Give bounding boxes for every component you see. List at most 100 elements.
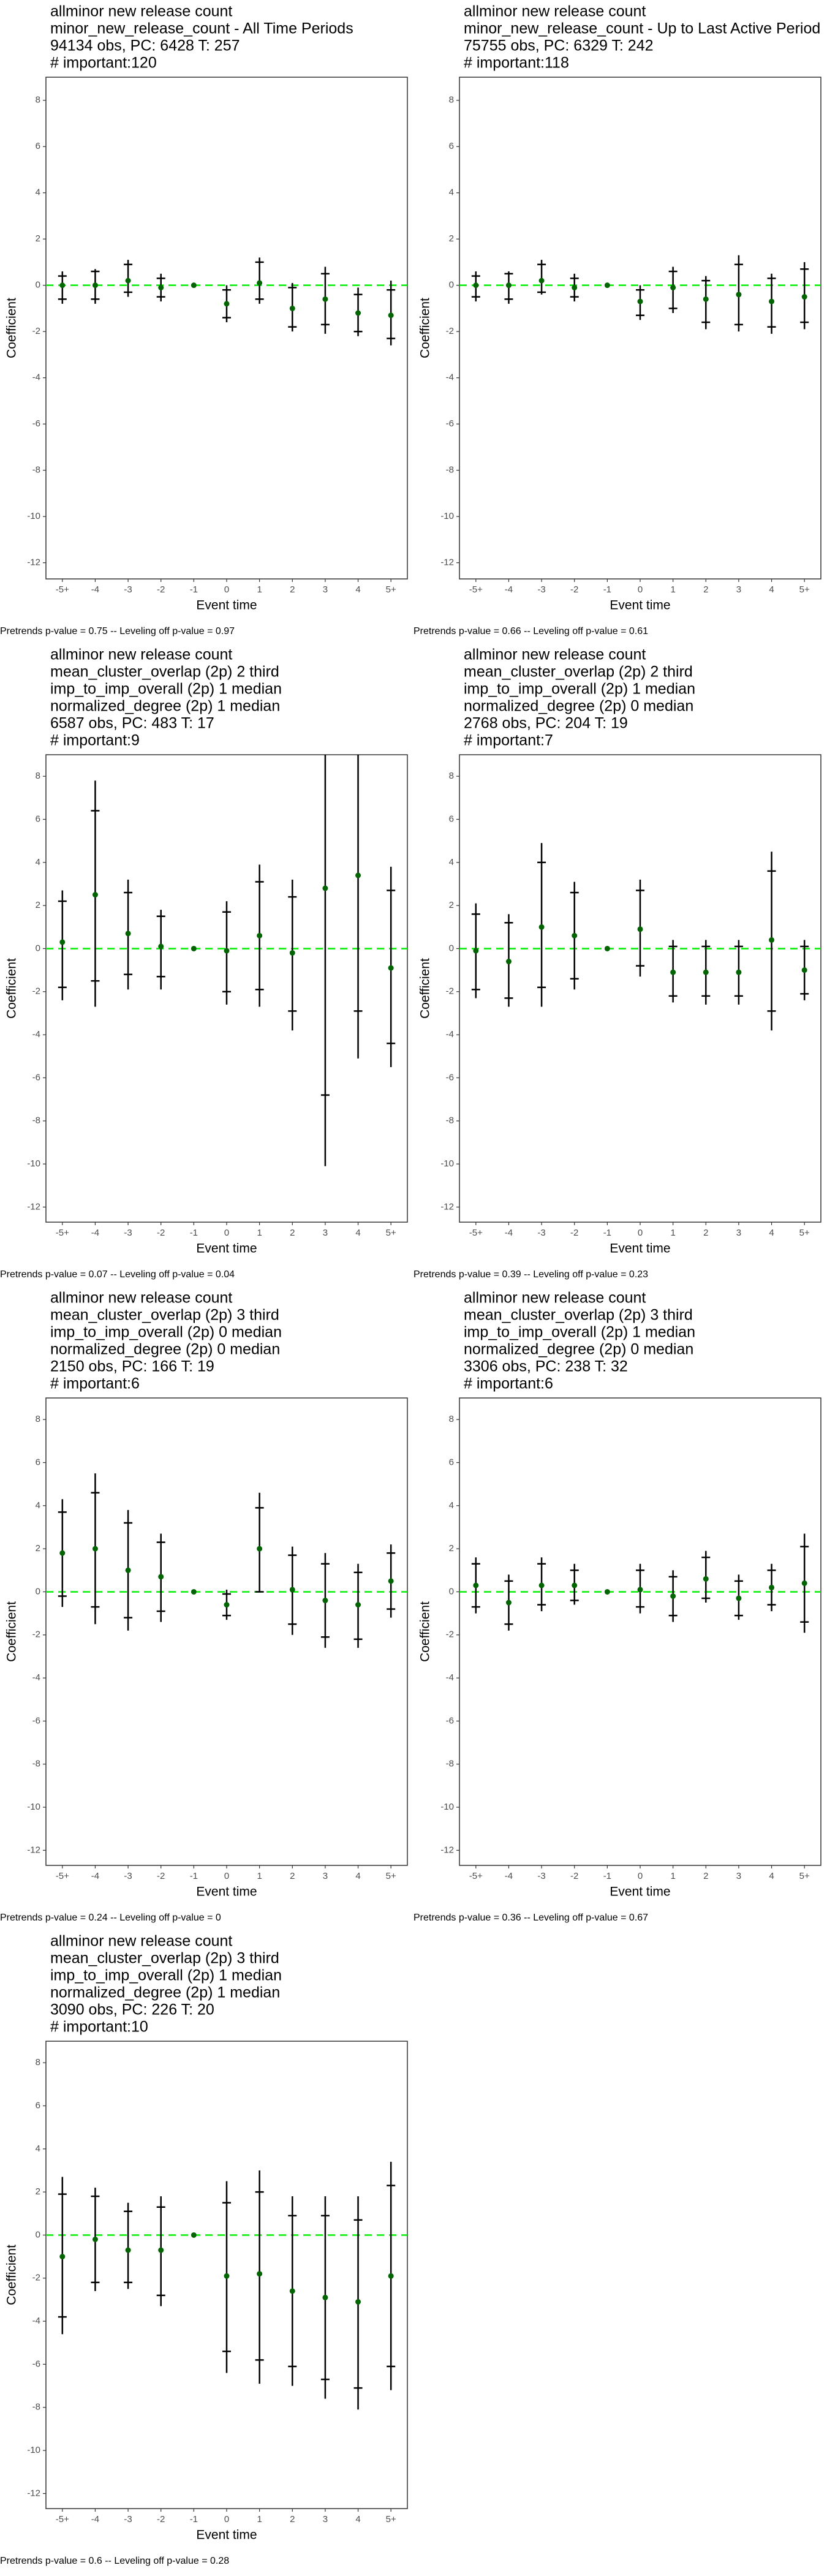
y-tick-label: 0 <box>36 2229 40 2240</box>
x-axis-label: Event time <box>610 1242 670 1256</box>
y-tick-label: 6 <box>449 1457 454 1467</box>
plot-frame <box>45 77 408 580</box>
footnote: Pretrends p-value = 0.39 -- Leveling off… <box>414 1269 648 1280</box>
x-tick-label: 2 <box>290 1228 295 1238</box>
point-estimate <box>670 284 676 290</box>
y-tick-label: 8 <box>36 95 40 105</box>
point-estimate <box>769 298 775 304</box>
point-estimate <box>637 926 643 932</box>
x-tick-label: 3 <box>323 1228 328 1238</box>
x-tick-label: 1 <box>670 1871 675 1881</box>
point-estimate <box>355 310 361 316</box>
y-tick-label: 2 <box>36 2186 40 2197</box>
title-line: allminor new release count <box>464 3 646 20</box>
title-line: allminor new release count <box>50 1290 232 1307</box>
x-tick-label: -5+ <box>469 584 483 595</box>
point-estimate <box>538 1582 545 1588</box>
point-estimate <box>158 943 164 950</box>
y-tick-label: -2 <box>32 326 40 336</box>
x-tick-label: -3 <box>124 2514 132 2525</box>
title-line: # important:9 <box>50 732 140 749</box>
title-line: # important:120 <box>50 55 157 72</box>
plot-area <box>46 755 407 1166</box>
y-tick-label: -6 <box>446 1715 454 1726</box>
point-estimate <box>92 892 98 898</box>
x-tick-label: -2 <box>157 584 165 595</box>
point-estimate <box>322 885 328 891</box>
x-tick-label: 0 <box>638 1871 643 1881</box>
title-line: # important:6 <box>50 1375 140 1392</box>
point-estimate <box>388 2273 394 2279</box>
y-tick-label: 2 <box>36 233 40 244</box>
point-estimate <box>59 939 66 945</box>
x-tick-label: 4 <box>355 1871 360 1881</box>
title-line: mean_cluster_overlap (2p) 2 third <box>50 663 279 681</box>
x-tick-label: 3 <box>736 584 741 595</box>
x-tick-label: -1 <box>190 1228 198 1238</box>
y-tick-label: 6 <box>36 1457 40 1467</box>
point-estimate <box>322 2294 328 2300</box>
y-tick-label: 0 <box>449 280 454 290</box>
point-estimate <box>224 2273 230 2279</box>
point-estimate <box>604 282 610 289</box>
x-tick-label: -3 <box>537 1871 545 1881</box>
y-tick-label: 2 <box>36 900 40 910</box>
title-line: normalized_degree (2p) 0 median <box>50 1341 280 1358</box>
point-estimate <box>289 950 295 956</box>
title-line: minor_new_release_count - All Time Perio… <box>50 20 353 37</box>
y-tick-label: -10 <box>440 1802 454 1812</box>
point-estimate <box>473 282 479 289</box>
title-line: # important:7 <box>464 732 553 749</box>
x-axis-label: Event time <box>610 599 670 613</box>
x-tick-label: 2 <box>290 2514 295 2525</box>
panel: allminor new release countmean_cluster_o… <box>414 646 821 1280</box>
y-tick-label: 4 <box>36 857 40 867</box>
y-tick-label: 2 <box>449 1543 454 1554</box>
x-tick-label: -2 <box>570 1228 578 1238</box>
x-tick-label: -3 <box>124 1228 132 1238</box>
y-tick-label: -2 <box>446 986 454 997</box>
point-estimate <box>769 937 775 943</box>
x-axis-label: Event time <box>196 599 257 613</box>
y-tick-label: -12 <box>27 2488 40 2498</box>
y-axis-label: Coefficient <box>5 298 19 358</box>
title-line: imp_to_imp_overall (2p) 1 median <box>50 681 282 698</box>
x-tick-label: -3 <box>124 584 132 595</box>
x-tick-label: 1 <box>670 584 675 595</box>
title-line: mean_cluster_overlap (2p) 3 third <box>50 1307 279 1324</box>
footnote: Pretrends p-value = 0.24 -- Leveling off… <box>0 1913 221 1923</box>
x-tick-label: 0 <box>224 1871 229 1881</box>
y-tick-label: 8 <box>36 2057 40 2068</box>
y-tick-label: -12 <box>27 1201 40 1212</box>
x-tick-label: 0 <box>224 2514 229 2525</box>
point-estimate <box>388 1578 394 1584</box>
y-tick-label: -2 <box>32 986 40 997</box>
plot-area <box>46 2161 407 2410</box>
point-estimate <box>538 924 545 930</box>
y-tick-label: -4 <box>446 372 454 383</box>
y-tick-label: -2 <box>446 1630 454 1640</box>
point-estimate <box>670 1593 676 1599</box>
point-estimate <box>801 967 807 973</box>
x-tick-label: 5+ <box>799 1871 810 1881</box>
plot-area <box>459 255 821 334</box>
point-estimate <box>505 959 512 965</box>
point-estimate <box>637 1587 643 1593</box>
y-tick-label: -6 <box>32 2359 40 2369</box>
y-tick-label: -8 <box>446 465 454 475</box>
panel: allminor new release countmean_cluster_o… <box>0 1290 408 1923</box>
point-estimate <box>224 948 230 954</box>
point-estimate <box>224 301 230 307</box>
y-tick-label: 4 <box>449 1500 454 1511</box>
y-tick-label: -2 <box>32 2273 40 2283</box>
y-tick-label: -2 <box>32 1630 40 1640</box>
title-line: normalized_degree (2p) 1 median <box>50 698 280 715</box>
x-tick-label: 4 <box>355 584 360 595</box>
point-estimate <box>572 284 578 290</box>
point-estimate <box>191 282 197 289</box>
point-estimate <box>191 2232 197 2238</box>
y-tick-label: -6 <box>446 418 454 429</box>
x-tick-label: 4 <box>355 2514 360 2525</box>
point-estimate <box>572 1582 578 1588</box>
